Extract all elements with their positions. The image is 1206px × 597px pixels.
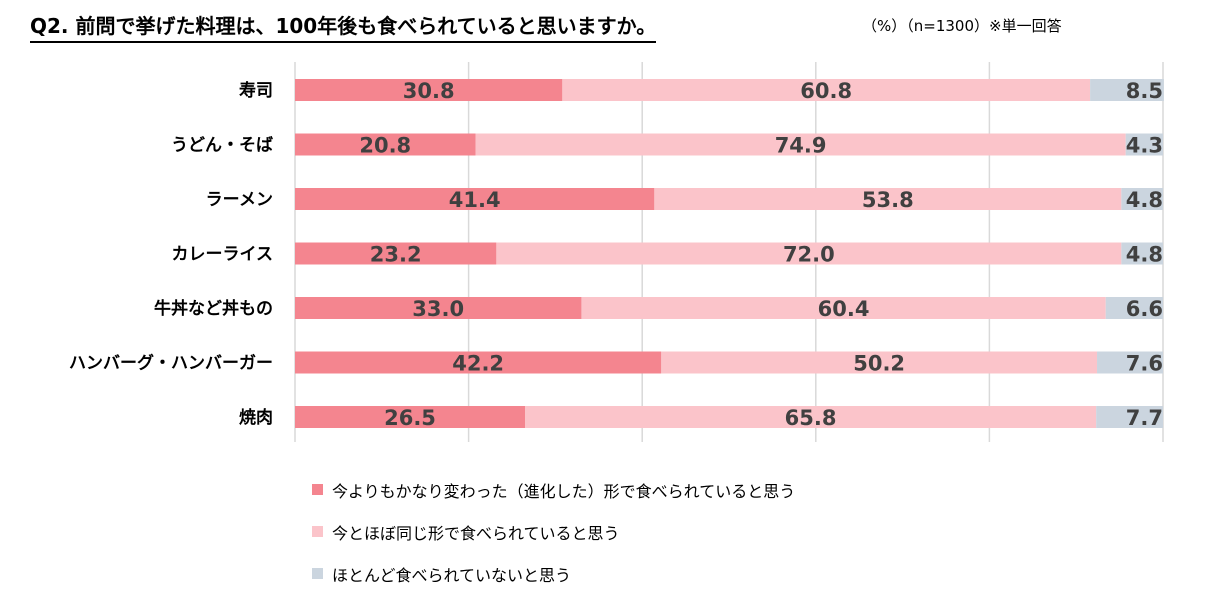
legend-label: ほとんど食べられていないと思う [332, 566, 572, 585]
bar-segment [295, 79, 563, 101]
legend-swatch [312, 526, 323, 537]
bar-segment [1097, 351, 1163, 374]
data-label: 4.3 [1126, 134, 1163, 158]
legend-label: 今よりもかなり変わった（進化した）形で食べられていると思う [332, 482, 796, 501]
chart-note: （%）（n=1300）※単一回答 [862, 17, 1062, 35]
data-label: 6.6 [1126, 297, 1163, 321]
bar-layer [295, 79, 1164, 428]
category-label: カレーライス [172, 245, 274, 265]
bar-segment [1121, 188, 1163, 210]
data-label: 7.6 [1126, 352, 1163, 376]
stacked-bar-chart: 寿司 30.8 60.8 8.5 うどん・そば 20.8 74.9 4.3 ラーメン 41.4 53… [69, 62, 1164, 442]
category-label: 焼肉 [239, 407, 273, 428]
data-label: 20.8 [359, 134, 411, 158]
data-label: 60.4 [818, 297, 870, 321]
data-label: 26.5 [384, 406, 436, 430]
bar-segment [1121, 242, 1163, 265]
bar-segment [1090, 79, 1164, 101]
bar-segment [295, 188, 655, 210]
data-label: 53.8 [862, 188, 914, 212]
bar-segment [496, 242, 1122, 265]
chart-title: Q2. 前問で挙げた料理は、100年後も食べられていると思いますか。 [30, 10, 657, 43]
bar-segment [295, 406, 526, 428]
bar-segment [1125, 133, 1163, 156]
data-label: 23.2 [370, 243, 422, 267]
data-label: 60.8 [800, 79, 852, 103]
bar-segment [581, 297, 1106, 319]
bar-segment [475, 133, 1126, 156]
bar-segment [295, 133, 476, 156]
data-label: 42.2 [452, 352, 504, 376]
legend-swatch [312, 484, 323, 495]
data-label: 72.0 [783, 243, 835, 267]
bar-segment [295, 242, 497, 265]
data-label: 33.0 [412, 297, 464, 321]
data-label: 4.8 [1126, 243, 1163, 267]
data-label: 74.9 [775, 134, 827, 158]
category-label: 牛丼など丼もの [154, 298, 273, 319]
label-layer: 寿司 30.8 60.8 8.5 うどん・そば 20.8 74.9 4.3 ラーメン 41.4 53… [69, 79, 1163, 430]
legend-label: 今とほぼ同じ形で食べられていると思う [332, 524, 620, 543]
data-label: 50.2 [853, 352, 905, 376]
bar-segment [295, 297, 582, 319]
bar-segment [295, 351, 662, 374]
data-label: 30.8 [403, 79, 455, 103]
data-label: 7.7 [1126, 406, 1163, 430]
category-label: 寿司 [239, 80, 273, 101]
legend-swatch [312, 568, 323, 579]
data-label: 41.4 [449, 188, 501, 212]
bar-segment [562, 79, 1091, 101]
bar-segment [661, 351, 1098, 374]
bar-segment [1105, 297, 1163, 319]
data-label: 65.8 [785, 406, 837, 430]
bar-segment [1096, 406, 1163, 428]
category-label: うどん・そば [171, 136, 273, 156]
data-label: 8.5 [1126, 79, 1163, 103]
title-row: Q2. 前問で挙げた料理は、100年後も食べられていると思いますか。 （%）（n… [20, 10, 1200, 43]
bar-segment [654, 188, 1122, 210]
category-label: ハンバーグ・ハンバーガー [69, 353, 273, 374]
bar-segment [525, 406, 1097, 428]
category-label: ラーメン [206, 190, 273, 210]
data-label: 4.8 [1126, 188, 1163, 212]
